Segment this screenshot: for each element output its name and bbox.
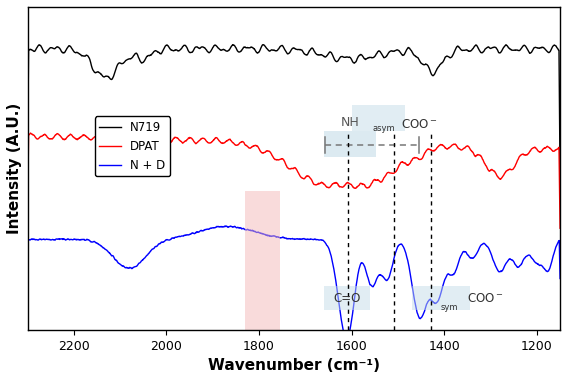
N719 — [541, 47, 548, 51]
Line: N + D: N + D — [28, 226, 560, 339]
N719 — [541, 46, 548, 51]
N719 — [51, 46, 58, 51]
N719 — [260, 43, 266, 47]
N + D — [557, 276, 564, 281]
DPAT — [444, 147, 451, 152]
Bar — [324, 131, 376, 157]
N + D — [51, 238, 58, 242]
Bar — [324, 286, 370, 310]
DPAT — [557, 226, 564, 231]
Text: COO$^-$: COO$^-$ — [401, 118, 437, 131]
DPAT — [541, 146, 548, 150]
N + D — [223, 224, 230, 228]
N719 — [444, 54, 451, 59]
Line: DPAT: DPAT — [28, 133, 560, 228]
N + D — [444, 272, 451, 277]
N + D — [541, 267, 548, 272]
DPAT — [27, 131, 34, 135]
DPAT — [24, 220, 31, 225]
N719 — [24, 172, 31, 177]
Text: COO$^-$: COO$^-$ — [467, 292, 504, 305]
DPAT — [541, 146, 548, 150]
N719 — [284, 51, 290, 55]
Legend: N719, DPAT, N + D: N719, DPAT, N + D — [95, 116, 170, 176]
Y-axis label: Intensity (A.U.): Intensity (A.U.) — [7, 103, 22, 234]
DPAT — [269, 154, 276, 158]
N + D — [24, 276, 31, 280]
Bar — [412, 286, 469, 310]
Bar — [245, 191, 280, 330]
N + D — [344, 336, 350, 341]
Bar — [352, 105, 405, 131]
N + D — [541, 267, 548, 272]
N + D — [284, 236, 290, 241]
Text: NH: NH — [341, 116, 359, 129]
DPAT — [284, 164, 290, 169]
Text: sym: sym — [441, 303, 458, 312]
DPAT — [52, 133, 58, 138]
N719 — [557, 173, 564, 177]
N719 — [269, 48, 276, 52]
N + D — [269, 234, 276, 239]
Line: N719: N719 — [28, 45, 560, 175]
Text: C=O: C=O — [333, 292, 361, 305]
X-axis label: Wavenumber (cm⁻¹): Wavenumber (cm⁻¹) — [208, 358, 380, 373]
Text: asym: asym — [373, 125, 396, 133]
